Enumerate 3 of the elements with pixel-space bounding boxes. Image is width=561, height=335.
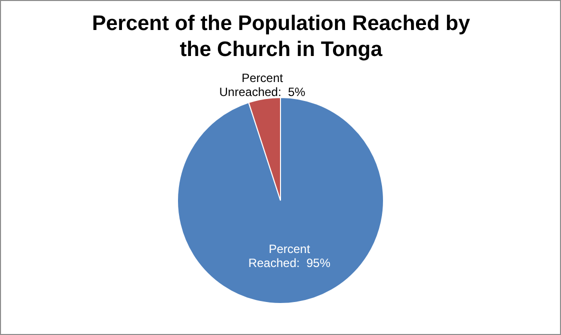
chart-title: Percent of the Population Reached by the Church in Tonga bbox=[90, 11, 472, 63]
slice-label: Percent Reached: 95% bbox=[248, 242, 331, 270]
slice-label: Percent Unreached: 5% bbox=[219, 70, 306, 99]
